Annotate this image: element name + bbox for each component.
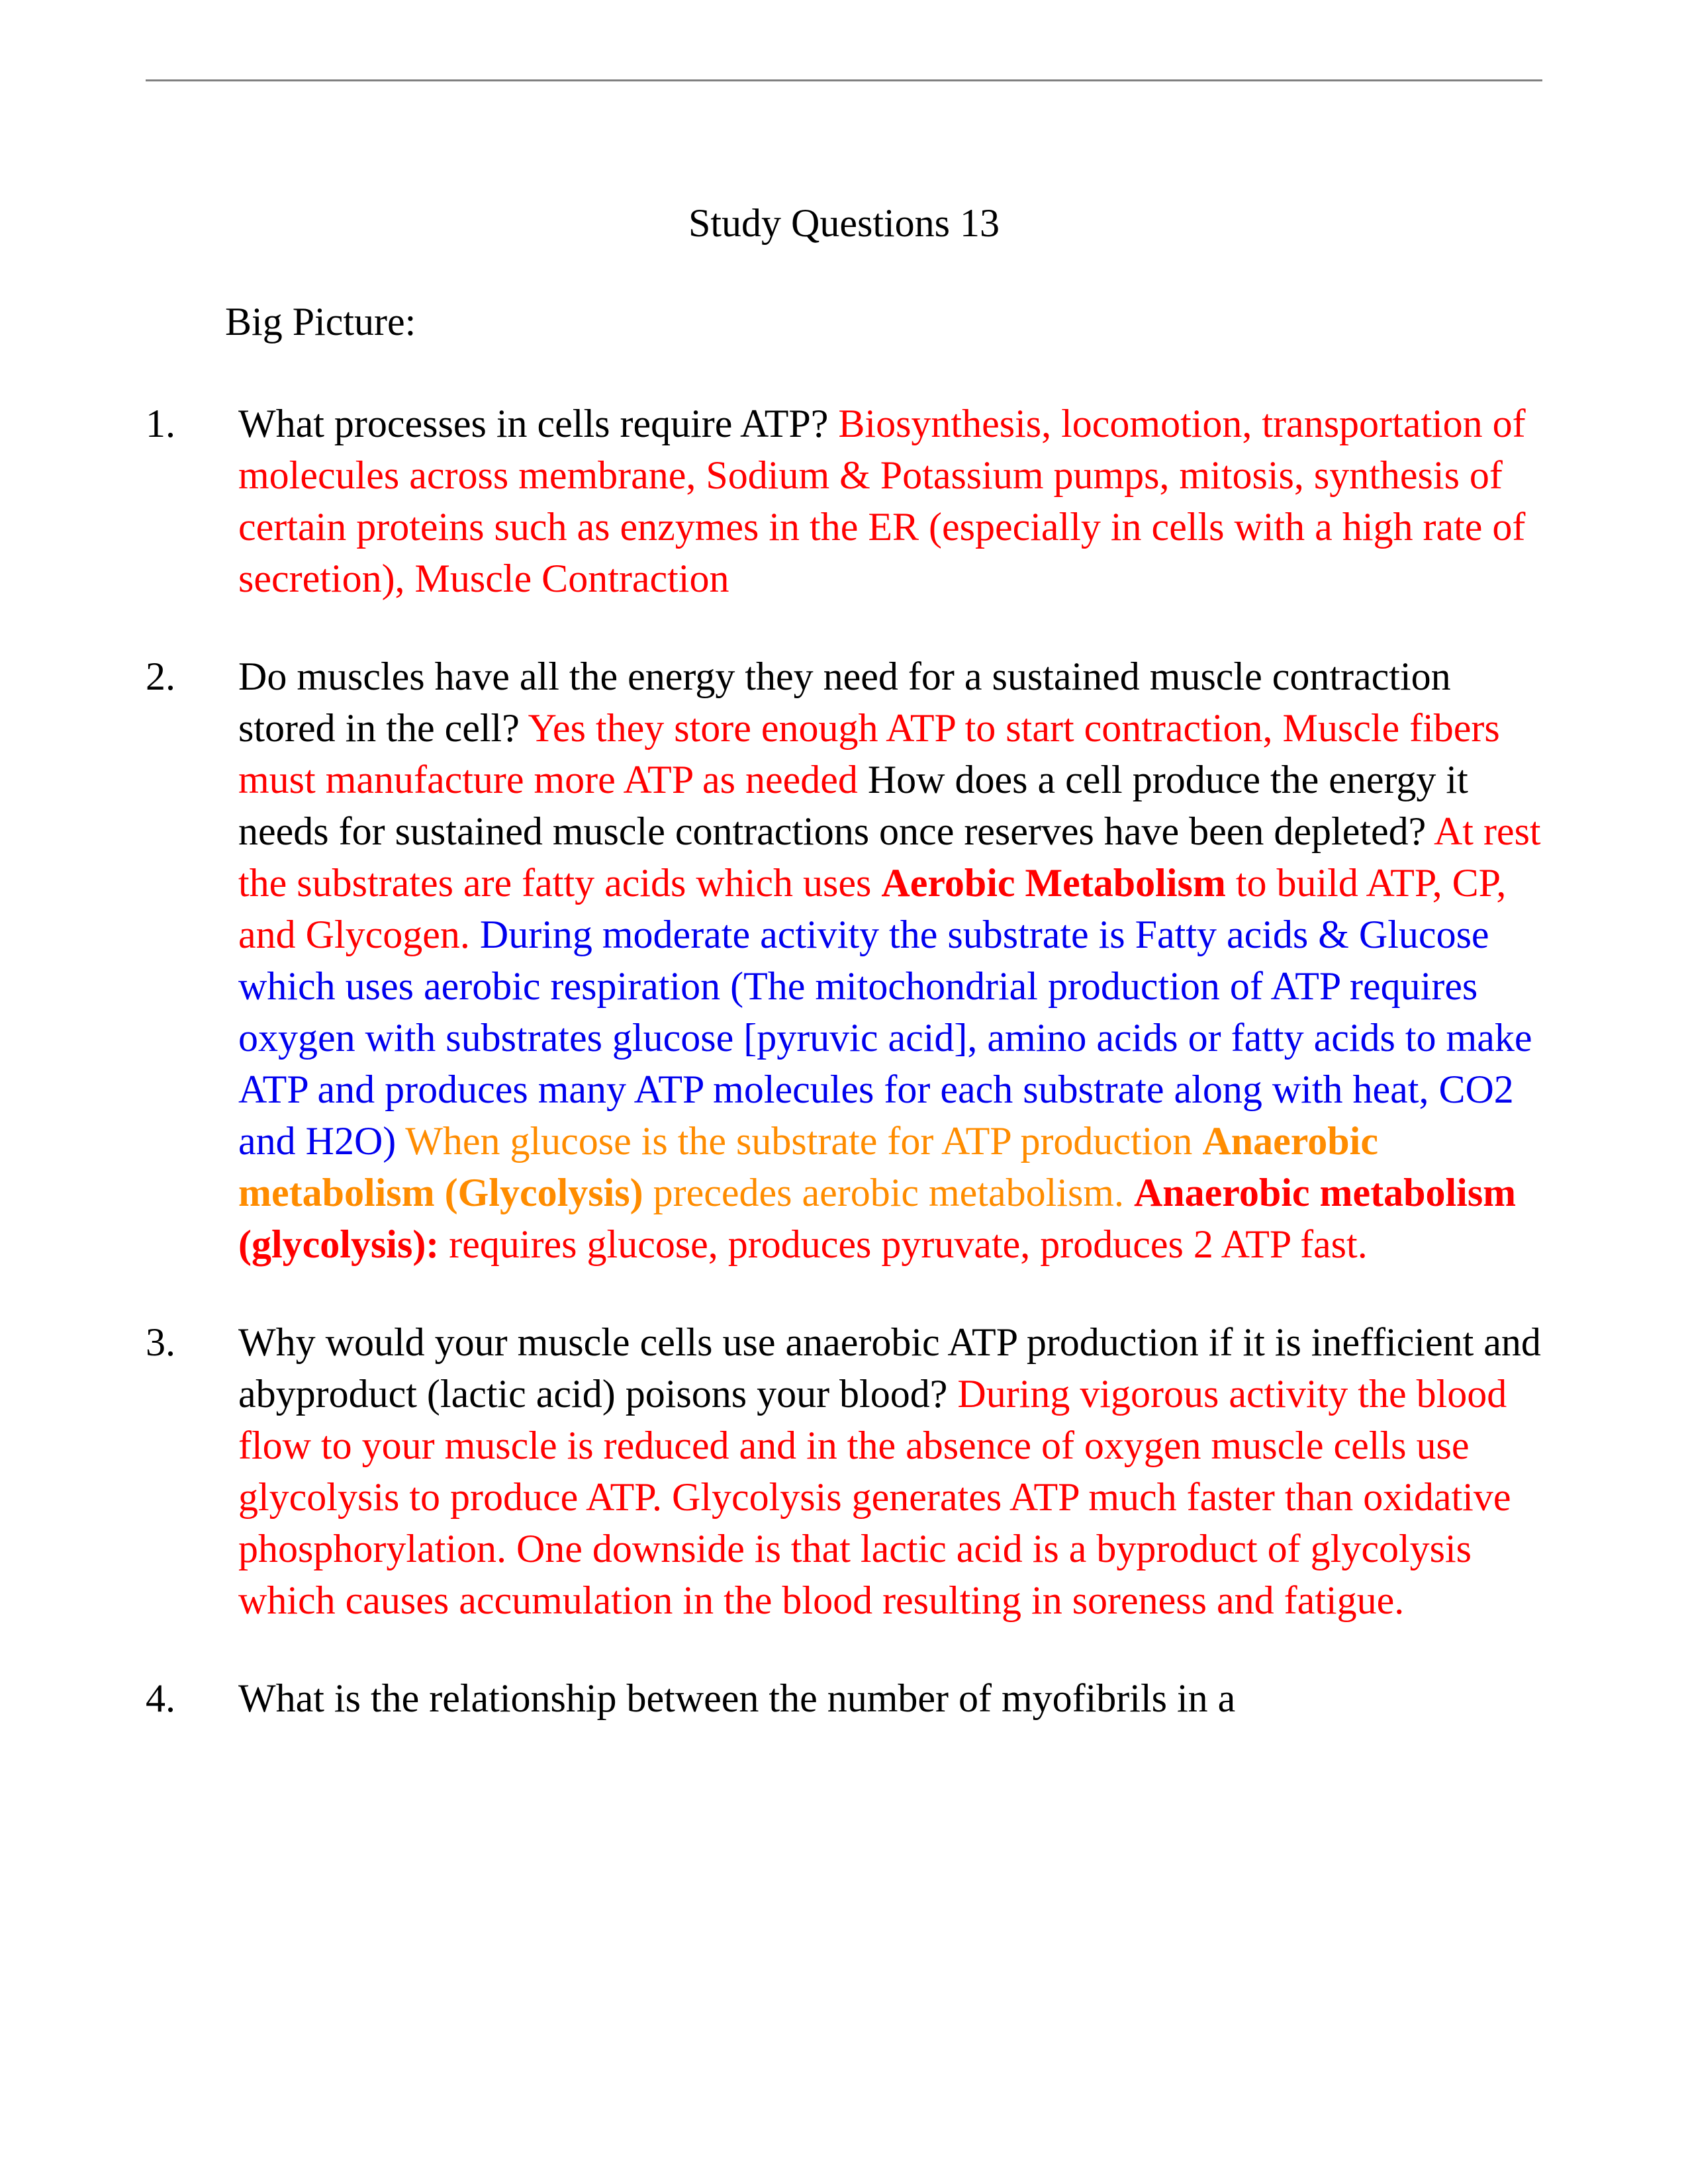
question-item-1: 1. What processes in cells require ATP? … [146,398,1542,604]
question-number: 1. [146,398,238,604]
question-item-3: 3. Why would your muscle cells use anaer… [146,1316,1542,1626]
section-subtitle: Big Picture: [225,299,1542,345]
question-body: Do muscles have all the energy they need… [238,651,1542,1270]
question-text: What processes in cells require ATP? [238,402,838,445]
document-page: Study Questions 13 Big Picture: 1. What … [0,0,1688,2184]
top-divider [146,79,1542,81]
question-item-4: 4. What is the relationship between the … [146,1672,1542,1724]
answer-bold: Aerobic Metabolism [881,861,1225,905]
question-body: What processes in cells require ATP? Bio… [238,398,1542,604]
question-number: 4. [146,1672,238,1724]
question-text: What is the relationship between the num… [238,1676,1235,1720]
question-body: Why would your muscle cells use anaerobi… [238,1316,1542,1626]
question-number: 2. [146,651,238,1270]
question-body: What is the relationship between the num… [238,1672,1542,1724]
page-title: Study Questions 13 [146,201,1542,246]
question-number: 3. [146,1316,238,1626]
question-item-2: 2. Do muscles have all the energy they n… [146,651,1542,1270]
answer-text-orange: precedes aerobic metabolism. [643,1171,1134,1214]
answer-text: requires glucose, produces pyruvate, pro… [439,1222,1367,1266]
answer-text-orange: When glucose is the substrate for ATP pr… [405,1119,1202,1163]
